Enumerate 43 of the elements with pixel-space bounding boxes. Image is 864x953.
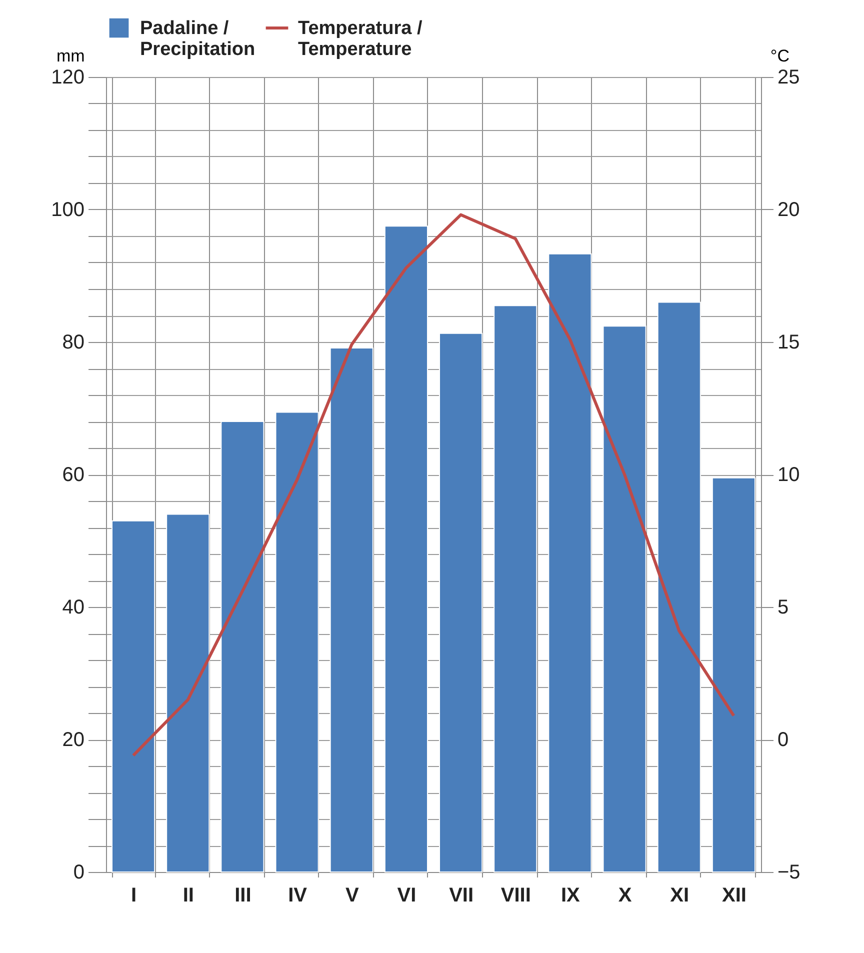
y2-tick-label: 25 <box>778 66 800 88</box>
bar <box>602 326 646 872</box>
y-tick-label: 120 <box>51 66 84 88</box>
bar <box>166 514 210 872</box>
y-axis-title: mm <box>56 46 85 66</box>
bar <box>494 305 538 872</box>
y2-tick-label: 5 <box>778 596 789 618</box>
x-tick-label: X <box>618 884 632 906</box>
y2-tick-label: 15 <box>778 332 800 354</box>
y-tick-label: 20 <box>62 729 84 751</box>
x-tick-label: XII <box>722 884 746 906</box>
y2-tick-label: 10 <box>778 464 800 486</box>
bar <box>330 347 374 872</box>
legend-label: Padaline / Precipitation <box>140 18 256 60</box>
x-tick-label: IX <box>561 884 581 906</box>
bar <box>220 421 264 872</box>
bar <box>112 520 156 872</box>
legend-label: Temperatura / Temperature <box>298 18 423 60</box>
y2-tick-label: 0 <box>778 729 789 751</box>
y-tick-label: 80 <box>62 332 84 354</box>
bar <box>657 302 701 872</box>
x-tick-label: I <box>131 884 137 906</box>
y-tick-label: 40 <box>62 596 84 618</box>
x-tick-label: VII <box>449 884 474 906</box>
y-tick-label: 100 <box>51 199 84 221</box>
y2-axis-title: °C <box>770 46 790 66</box>
x-tick-label: XI <box>670 884 690 906</box>
x-tick-label: IV <box>288 884 308 906</box>
y2-tick-label: −5 <box>778 862 800 884</box>
x-tick-label: VI <box>397 884 416 906</box>
x-tick-label: II <box>182 884 194 906</box>
line-series <box>132 213 736 757</box>
bar <box>384 226 428 872</box>
y-tick-label: 0 <box>73 862 84 884</box>
x-tick-label: VIII <box>500 884 531 906</box>
bar <box>275 412 319 872</box>
x-tick-label: V <box>345 884 360 906</box>
x-tick-label: III <box>234 884 252 906</box>
y-tick-label: 60 <box>62 464 84 486</box>
bar <box>548 253 592 872</box>
bar <box>712 477 756 872</box>
y2-tick-label: 20 <box>778 199 800 221</box>
bar <box>439 332 483 872</box>
